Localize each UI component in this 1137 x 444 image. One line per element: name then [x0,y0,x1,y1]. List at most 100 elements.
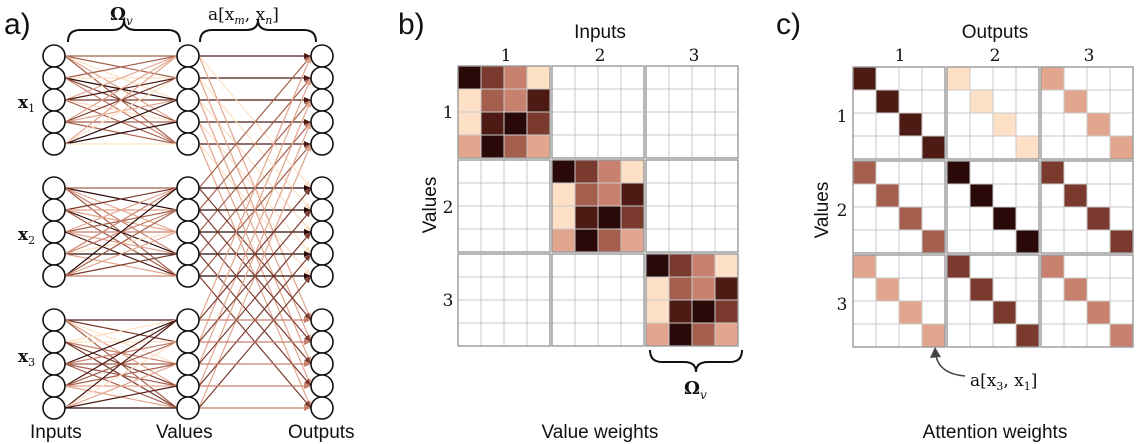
value-weight-cell [457,322,482,347]
value-weight-cell [691,322,716,347]
value-weight-cell [503,299,528,324]
value-weight-cell [691,111,716,136]
label-values: Values [156,422,213,443]
edge-input-value [64,385,178,409]
edge-input-value [64,187,178,211]
value-weight-cell [480,276,505,301]
value-weight-cell [645,159,670,184]
panel-b-col-2: 2 [595,46,606,66]
brace-left-omega: Ωv [110,4,133,28]
edge-value-output [198,55,312,321]
annotation-arrowhead [930,347,941,358]
attention-weight-cell [898,89,923,114]
value-weight-cell [574,88,599,113]
attention-weight-cell [992,277,1017,302]
value-weight-cell [597,299,622,324]
value-weight-cell [574,322,599,347]
panel-b-row-3: 3 [443,291,454,311]
attention-weight-cell [969,112,994,137]
attention-weight-cell [875,66,900,91]
panel-c-col-1: 1 [895,46,906,66]
attention-weight-cell [1063,66,1088,91]
value-weight-cell [480,253,505,278]
value-weight-cell [645,88,670,113]
attention-weight-cell [969,277,994,302]
value-weight-cell [714,299,739,324]
attention-weight-cell [1015,160,1040,185]
value-weight-cell [457,134,482,159]
value-weight-cell [668,276,693,301]
value-weight-cell [574,111,599,136]
attention-weight-cell [1015,135,1040,160]
attention-weight-cell [1109,66,1134,91]
value-node [176,396,200,420]
value-weight-cell [551,111,576,136]
attention-weight-cell [992,229,1017,254]
value-weight-cell [668,134,693,159]
attention-weight-cell [921,89,946,114]
attention-weight-cell [1109,160,1134,185]
attention-weight-cell [898,206,923,231]
value-weight-cell [526,299,551,324]
label-inputs: Inputs [30,422,82,443]
value-weight-cell [526,276,551,301]
attention-weight-cell [1040,254,1065,279]
attention-weight-cell [992,254,1017,279]
value-weight-cell [597,65,622,90]
attention-weight-cell [1109,254,1134,279]
value-weight-cell [480,299,505,324]
value-node [176,242,200,266]
attention-weight-cell [852,229,877,254]
attention-weight-cell [1086,277,1111,302]
attention-weight-block [852,160,946,254]
attention-weight-matrix [852,66,1134,348]
value-weight-cell [457,65,482,90]
value-weight-cell [480,228,505,253]
input-node [42,242,66,266]
value-weight-cell [503,88,528,113]
value-weight-block [457,159,551,253]
attention-weight-cell [875,254,900,279]
attention-weight-cell [1015,206,1040,231]
attention-weight-cell [1086,160,1111,185]
attention-weight-block [1040,160,1134,254]
edge-input-value [64,319,178,365]
attention-weight-cell [1015,112,1040,137]
edge-arrowhead [304,361,311,367]
attention-weight-cell [1040,277,1065,302]
edge-input-value [64,363,178,409]
value-weight-cell [597,205,622,230]
value-weight-cell [691,253,716,278]
attention-weight-cell [1040,135,1065,160]
value-weight-cell [645,65,670,90]
value-weight-cell [597,228,622,253]
value-weight-block [645,253,739,347]
value-weight-cell [714,134,739,159]
value-weight-cell [457,159,482,184]
edge-input-value [64,77,178,145]
value-weight-cell [620,228,645,253]
attention-weight-cell [1086,254,1111,279]
edge-input-value [64,319,178,343]
value-weight-cell [714,159,739,184]
attention-weight-cell [1040,323,1065,348]
value-weight-cell [574,205,599,230]
value-weight-cell [645,228,670,253]
attention-weight-cell [898,277,923,302]
value-weight-cell [480,111,505,136]
value-weight-cell [526,322,551,347]
value-weight-cell [645,276,670,301]
attention-weight-cell [946,300,971,325]
value-weight-cell [691,205,716,230]
attention-weight-cell [852,254,877,279]
attention-weight-cell [1015,89,1040,114]
attention-weight-cell [1086,229,1111,254]
attention-weight-cell [921,112,946,137]
attention-weight-cell [1086,323,1111,348]
value-weight-cell [597,276,622,301]
attention-weight-cell [1040,206,1065,231]
edge-input-value [64,187,178,277]
value-weight-cell [714,253,739,278]
value-weight-cell [526,159,551,184]
value-weight-cell [645,111,670,136]
